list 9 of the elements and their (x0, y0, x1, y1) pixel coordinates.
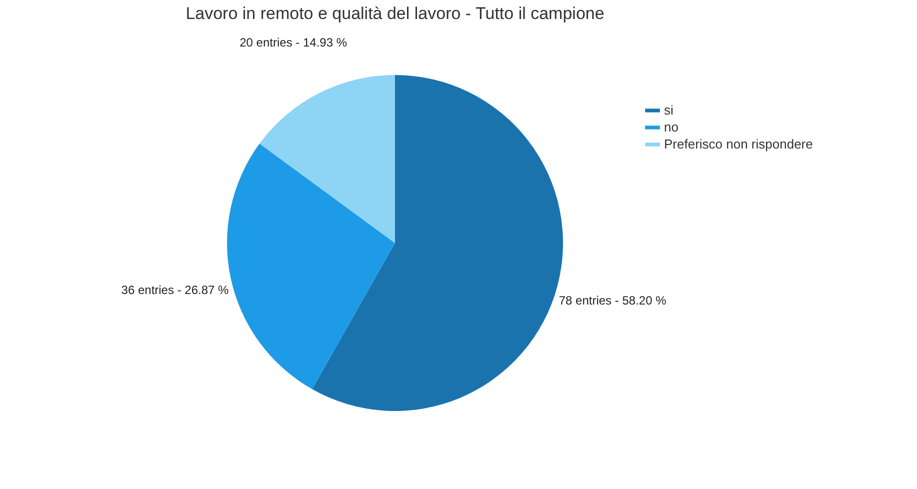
legend-label: no (664, 120, 678, 134)
data-label: 20 entries - 14.93 % (240, 35, 348, 50)
legend-label: Preferisco non rispondere (664, 136, 813, 152)
data-label: 78 entries - 58.20 % (558, 293, 667, 308)
chart-title: Lavoro in remoto e qualità del lavoro - Tutto il campione (186, 4, 604, 23)
pie-slice (227, 144, 395, 390)
legend-label: si (664, 102, 674, 118)
data-label: 36 entries - 26.87 % (121, 283, 230, 298)
pie-slice (260, 75, 395, 243)
